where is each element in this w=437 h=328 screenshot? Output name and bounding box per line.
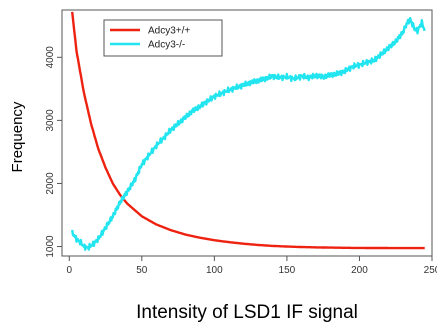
plot-area-frame (61, 9, 433, 257)
y-tick-label: 2000 (45, 172, 56, 195)
x-tick-label: 100 (206, 265, 223, 276)
x-tick-label: 150 (279, 265, 296, 276)
y-tick-label: 1000 (45, 235, 56, 258)
series-line-adcy3-ko (71, 16, 426, 251)
x-tick-label: 200 (351, 265, 368, 276)
x-tick-label: 50 (136, 265, 148, 276)
legend-label: Adcy3-/- (148, 40, 185, 51)
y-tick-label: 3000 (45, 109, 56, 132)
legend-box (103, 19, 223, 57)
x-tick-label: 250 (424, 265, 437, 276)
y-tick-label: 4000 (45, 46, 56, 69)
y-axis-title: Frequency (9, 101, 26, 172)
legend-label: Adcy3+/+ (148, 26, 190, 37)
x-axis-title: Intensity of LSD1 IF signal (136, 302, 358, 323)
x-tick-label: 0 (66, 265, 72, 276)
series-line-adcy3-wt (71, 11, 426, 250)
